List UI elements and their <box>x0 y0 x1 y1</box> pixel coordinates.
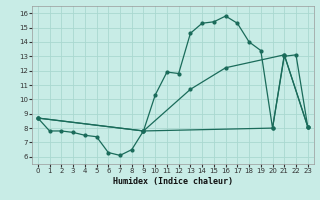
X-axis label: Humidex (Indice chaleur): Humidex (Indice chaleur) <box>113 177 233 186</box>
